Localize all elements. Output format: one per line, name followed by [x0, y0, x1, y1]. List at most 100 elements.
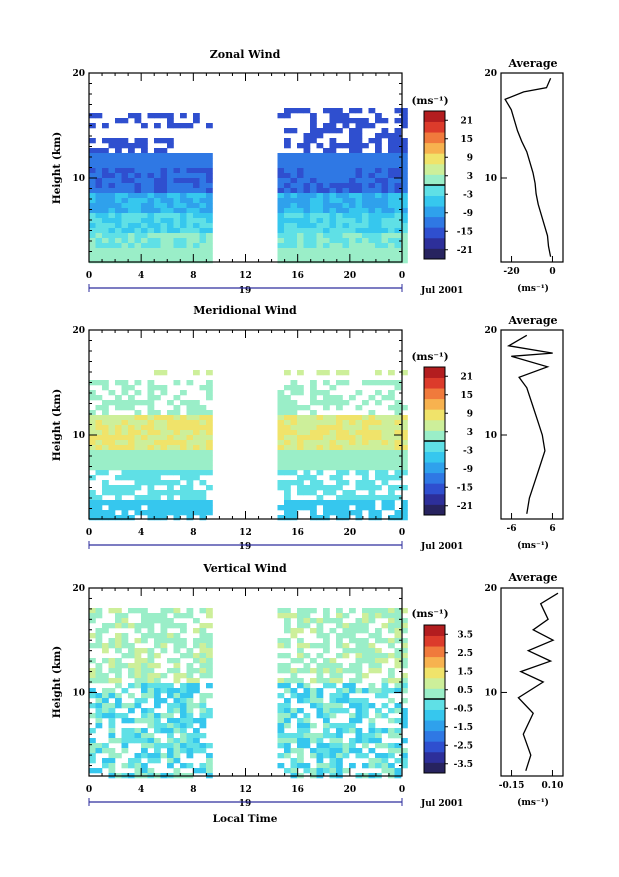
heatmap-cell: [154, 673, 161, 679]
heatmap-cell: [388, 673, 395, 679]
heatmap-cell: [401, 405, 408, 411]
x-tick-label: 16: [291, 271, 304, 281]
x-tick-label: 12: [239, 528, 252, 538]
heatmap-cell: [95, 445, 103, 451]
average-x-tick-label: -6: [507, 524, 517, 534]
heatmap-cell: [401, 183, 408, 189]
meridional-date-label: Jul 2001: [420, 542, 463, 552]
heatmap-cell: [277, 450, 285, 456]
heatmap-cell: [342, 515, 350, 521]
heatmap-cell: [199, 153, 207, 159]
heatmap-cell: [167, 633, 174, 639]
heatmap-cell: [342, 415, 350, 421]
heatmap-cell: [394, 638, 402, 644]
heatmap-cell: [375, 713, 382, 719]
heatmap-cell: [154, 113, 161, 119]
colorbar-tick-label: 9: [467, 409, 473, 419]
heatmap-cell: [141, 768, 148, 774]
heatmap-cell: [154, 693, 161, 699]
average-x-tick-label: -0.15: [499, 781, 525, 791]
heatmap-cell: [381, 118, 389, 124]
heatmap-cell: [368, 633, 376, 639]
heatmap-cell: [284, 238, 291, 244]
heatmap-cell: [394, 455, 402, 461]
heatmap-cell: [394, 143, 402, 149]
zonal-day-label: 19: [239, 286, 252, 296]
heatmap-cell: [362, 643, 369, 649]
heatmap-cell: [128, 718, 135, 724]
heatmap-cell: [186, 753, 194, 759]
heatmap-cell: [310, 465, 317, 471]
heatmap-cell: [336, 510, 343, 516]
heatmap-cell: [336, 415, 343, 421]
heatmap-cell: [381, 128, 389, 134]
heatmap-cell: [316, 188, 324, 194]
heatmap-cell: [206, 395, 213, 401]
heatmap-cell: [180, 613, 187, 619]
heatmap-cell: [173, 415, 181, 421]
heatmap-cell: [154, 738, 161, 744]
heatmap-cell: [160, 188, 168, 194]
heatmap-cell: [102, 430, 109, 436]
heatmap-cell: [147, 208, 155, 214]
heatmap-cell: [141, 233, 148, 239]
heatmap-cell: [115, 193, 122, 199]
heatmap-cell: [102, 698, 109, 704]
heatmap-cell: [89, 173, 96, 179]
heatmap-cell: [206, 663, 213, 669]
heatmap-cell: [154, 173, 161, 179]
heatmap-cell: [297, 748, 304, 754]
heatmap-cell: [121, 168, 129, 174]
heatmap-cell: [206, 163, 213, 169]
heatmap-cell: [388, 733, 395, 739]
heatmap-cell: [290, 748, 298, 754]
heatmap-cell: [323, 435, 330, 441]
heatmap-cell: [141, 400, 148, 406]
heatmap-cell: [167, 753, 174, 759]
heatmap-cell: [401, 233, 408, 239]
heatmap-cell: [290, 633, 298, 639]
heatmap-cell: [89, 193, 96, 199]
heatmap-cell: [401, 648, 408, 654]
average-y-tick-label: 10: [484, 688, 497, 698]
heatmap-cell: [323, 460, 330, 466]
heatmap-cell: [284, 718, 291, 724]
heatmap-cell: [186, 703, 194, 709]
heatmap-cell: [167, 455, 174, 461]
heatmap-cell: [381, 678, 389, 684]
heatmap-cell: [147, 188, 155, 194]
heatmap-cell: [388, 253, 395, 259]
heatmap-cell: [141, 708, 148, 714]
heatmap-cell: [388, 475, 395, 481]
heatmap-cell: [401, 708, 408, 714]
heatmap-cell: [381, 133, 389, 139]
heatmap-cell: [167, 208, 174, 214]
heatmap-cell: [173, 490, 181, 496]
heatmap-cell: [342, 743, 350, 749]
heatmap-cell: [206, 743, 213, 749]
heatmap-cell: [89, 198, 96, 204]
heatmap-cell: [128, 450, 135, 456]
heatmap-cell: [102, 688, 109, 694]
heatmap-cell: [199, 495, 207, 501]
heatmap-cell: [323, 128, 330, 134]
heatmap-cell: [342, 213, 350, 219]
heatmap-cell: [141, 763, 148, 769]
heatmap-cell: [401, 420, 408, 426]
heatmap-cell: [147, 713, 155, 719]
heatmap-cell: [141, 713, 148, 719]
heatmap-cell: [355, 515, 363, 521]
heatmap-cell: [342, 203, 350, 209]
heatmap-cell: [362, 475, 369, 481]
heatmap-cell: [303, 683, 311, 689]
heatmap-cell: [368, 703, 376, 709]
heatmap-cell: [349, 723, 356, 729]
heatmap-cell: [355, 178, 363, 184]
heatmap-cell: [316, 223, 324, 229]
heatmap-cell: [154, 758, 161, 764]
heatmap-cell: [108, 748, 116, 754]
heatmap-cell: [284, 370, 291, 376]
heatmap-cell: [154, 450, 161, 456]
heatmap-cell: [180, 683, 187, 689]
heatmap-cell: [310, 505, 317, 511]
